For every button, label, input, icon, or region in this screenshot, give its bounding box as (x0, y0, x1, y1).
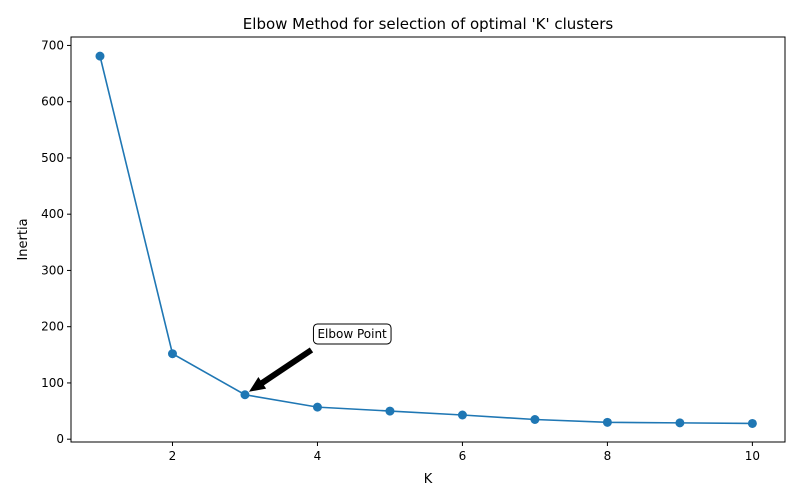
data-point (457, 410, 467, 420)
x-tick-label: 6 (459, 449, 467, 463)
x-axis-ticks: 2 4 6 8 10 (169, 442, 760, 463)
x-axis-label: K (424, 472, 433, 487)
y-axis-label: Inertia (16, 218, 31, 260)
y-tick-label: 700 (41, 38, 64, 52)
chart-title: Elbow Method for selection of optimal 'K… (243, 15, 614, 33)
x-tick-label: 8 (604, 449, 612, 463)
data-point (675, 418, 685, 428)
y-tick-label: 100 (41, 376, 64, 390)
y-axis-ticks: 0 100 200 300 400 500 600 700 (41, 38, 71, 446)
inertia-series-markers (95, 51, 757, 428)
annotation-label: Elbow Point (317, 327, 387, 341)
annotation-box (312, 323, 392, 345)
x-tick-label: 10 (745, 449, 760, 463)
plot-area-frame (70, 36, 786, 443)
data-point (602, 417, 612, 427)
data-point (312, 402, 322, 412)
y-tick-label: 400 (41, 207, 64, 221)
data-point (167, 349, 177, 359)
inertia-series-line (99, 55, 753, 425)
y-tick-label: 0 (56, 432, 64, 446)
y-tick-label: 500 (41, 151, 64, 165)
y-tick-label: 200 (41, 320, 64, 334)
annotation-arrow (248, 347, 314, 392)
y-tick-label: 600 (41, 95, 64, 109)
x-tick-label: 2 (169, 449, 177, 463)
data-point (240, 390, 250, 400)
data-point (95, 51, 105, 61)
y-tick-label: 300 (41, 263, 64, 277)
elbow-annotation: Elbow Point (248, 323, 392, 392)
x-tick-label: 4 (314, 449, 322, 463)
data-point (385, 406, 395, 416)
data-point (747, 418, 757, 428)
data-point (530, 415, 540, 424)
